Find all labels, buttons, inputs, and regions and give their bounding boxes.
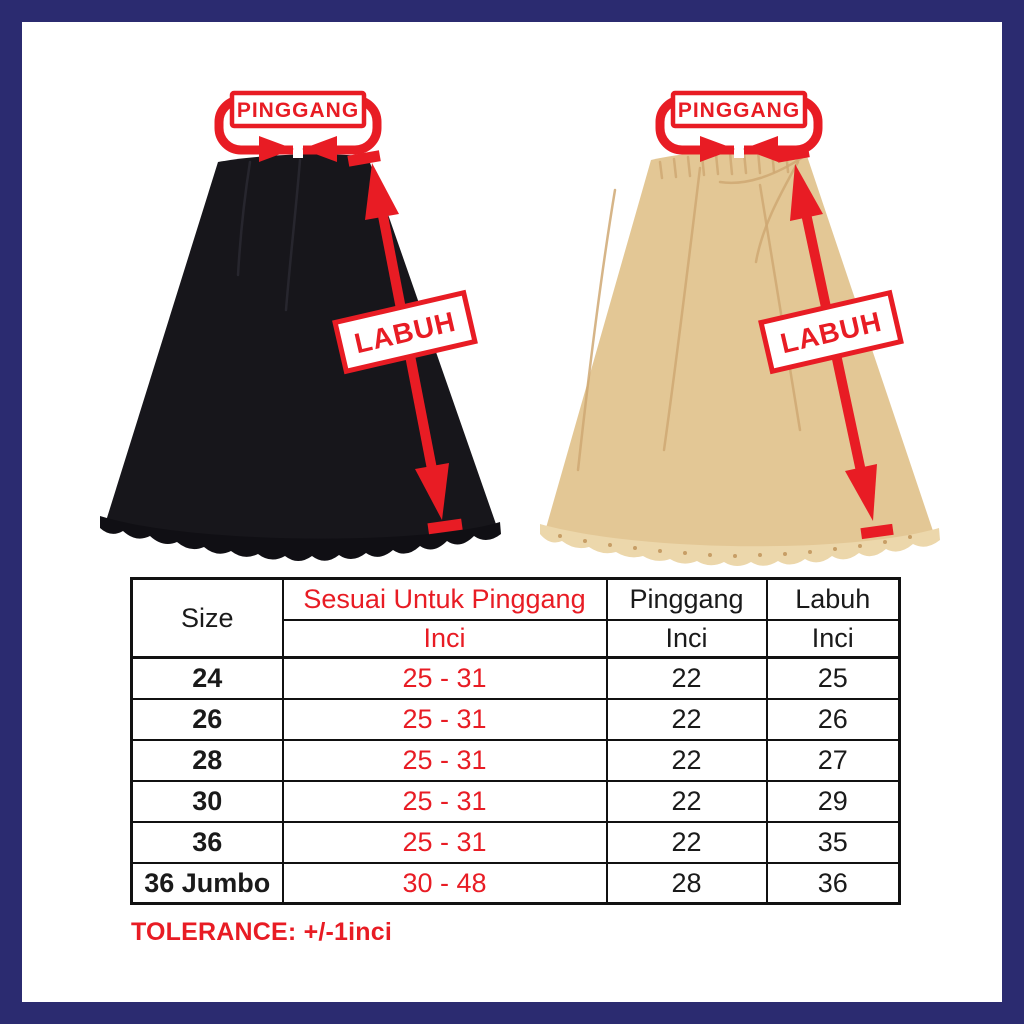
fit-waist-cell: 25 - 31 [281, 697, 608, 741]
waist-cell: 28 [605, 861, 768, 905]
fit-waist-cell: 30 - 48 [281, 861, 608, 905]
waist-arrow-left-icon [743, 136, 778, 162]
size-cell: 30 [130, 779, 284, 823]
waist-arrow-right-icon [259, 136, 294, 162]
length-tick-bottom [427, 518, 463, 535]
black-skirt-body [106, 154, 497, 543]
length-arrow-down-icon [845, 464, 877, 521]
tolerance-note: TOLERANCE: +/-1inci [131, 918, 393, 946]
length-label-box [758, 289, 904, 375]
length-cell: 27 [765, 738, 901, 782]
length-tick-top [347, 150, 381, 167]
black-skirt-fold-lines [236, 158, 302, 312]
waist-label: PINGGANG [678, 99, 800, 122]
size-cell: 28 [130, 738, 284, 782]
black-half-slip-skirt [100, 154, 501, 561]
table-row: 36 Jumbo 30 - 48 28 36 [130, 861, 901, 905]
beige-skirt-fold-lines [576, 149, 808, 472]
col-subheader-length-unit: Inci [765, 618, 901, 659]
length-arrow-up-icon [365, 163, 399, 220]
arrow-gap [734, 140, 744, 158]
waist-cell: 22 [605, 820, 768, 864]
table-row: 28 25 - 31 22 27 [130, 738, 901, 782]
size-cell: 26 [130, 697, 284, 741]
fit-waist-cell: 25 - 31 [281, 779, 608, 823]
size-table-header: Size Sesuai Untuk Pinggang Pinggang Labu… [130, 577, 901, 659]
col-header-length: Labuh [765, 577, 901, 621]
col-header-fit-waist: Sesuai Untuk Pinggang [281, 577, 608, 621]
col-subheader-fit-waist-unit: Inci [281, 618, 608, 659]
table-row: 24 25 - 31 22 25 [130, 656, 901, 700]
length-cell: 36 [765, 861, 901, 905]
col-subheader-waist-unit: Inci [605, 618, 768, 659]
waist-cell: 22 [605, 738, 768, 782]
length-cell: 26 [765, 697, 901, 741]
waist-annotation-right: PINGGANG [655, 90, 823, 162]
waist-cell: 22 [605, 656, 768, 700]
beige-skirt-body [546, 149, 933, 549]
length-cell: 35 [765, 820, 901, 864]
length-annotation-right: LABUH [758, 146, 904, 540]
waist-cell: 22 [605, 697, 768, 741]
waist-annotation-left: PINGGANG [214, 90, 382, 162]
product-measurement-illustration: PINGGANG PINGGANG LABUH LABUH [100, 90, 940, 566]
size-cell: 36 Jumbo [130, 861, 284, 905]
table-row: 36 25 - 31 22 35 [130, 820, 901, 864]
fit-waist-cell: 25 - 31 [281, 738, 608, 782]
length-arrow-up-icon [790, 164, 823, 221]
waist-cell: 22 [605, 779, 768, 823]
length-cell: 29 [765, 779, 901, 823]
col-header-waist: Pinggang [605, 577, 768, 621]
length-tick-bottom [860, 523, 894, 540]
length-tick-top [776, 146, 810, 163]
length-annotation-left: LABUH [332, 150, 478, 535]
black-skirt-lace-trim [100, 516, 501, 561]
col-header-size: Size [130, 577, 284, 659]
length-arrow-down-icon [415, 463, 449, 520]
length-cell: 25 [765, 656, 901, 700]
length-label-box [332, 289, 478, 375]
fit-waist-cell: 25 - 31 [281, 656, 608, 700]
waist-label-box [229, 90, 367, 129]
size-cell: 24 [130, 656, 284, 700]
waist-arrow-right-icon [700, 136, 735, 162]
size-cell: 36 [130, 820, 284, 864]
waist-label-box [670, 90, 808, 129]
beige-half-slip-skirt [540, 149, 940, 566]
beige-skirt-lace-trim [540, 524, 940, 566]
table-row: 26 25 - 31 22 26 [130, 697, 901, 741]
fit-waist-cell: 25 - 31 [281, 820, 608, 864]
waist-label: PINGGANG [237, 99, 359, 122]
beige-skirt-eyelet-dots [558, 534, 912, 558]
arrow-gap [293, 140, 303, 158]
size-table: Size Sesuai Untuk Pinggang Pinggang Labu… [130, 577, 901, 905]
table-row: 30 25 - 31 22 29 [130, 779, 901, 823]
waist-arrow-left-icon [302, 136, 337, 162]
